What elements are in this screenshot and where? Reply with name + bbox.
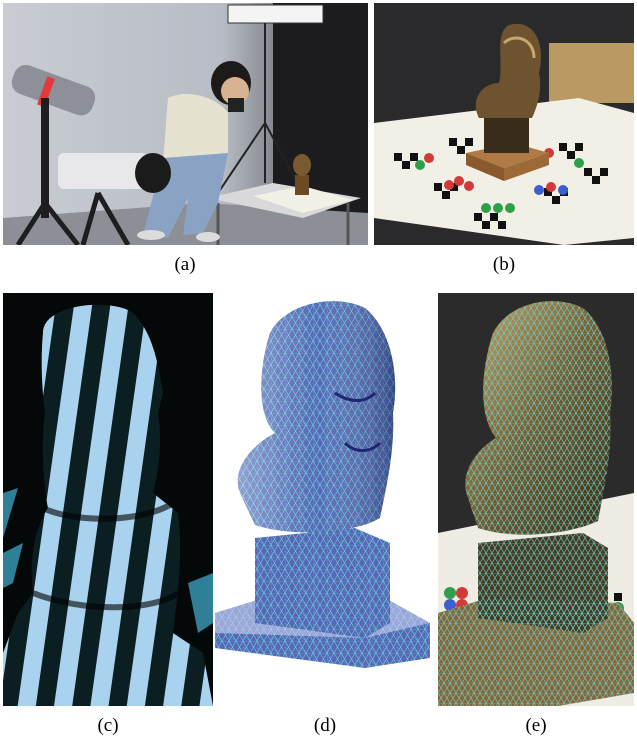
- panel-label-a: (a): [174, 254, 196, 275]
- panel-b-image: [374, 3, 634, 245]
- figure-panel-c: [3, 293, 213, 706]
- panel-e-image: [438, 293, 634, 706]
- scanner-body: [11, 64, 96, 116]
- mesh-overlay: [438, 301, 634, 706]
- panel-label-e: (e): [525, 715, 547, 736]
- panel-label-b: (b): [492, 254, 516, 275]
- panel-a-image: [3, 3, 368, 245]
- figure-panel-e: [438, 293, 634, 706]
- bronze-bust: [475, 23, 541, 118]
- panel-label-d: (d): [313, 715, 337, 736]
- projector-lens: [135, 153, 171, 193]
- panel-d-image: [215, 293, 437, 706]
- bust-pedestal: [484, 118, 529, 153]
- calibration-board: [253, 186, 353, 213]
- figure-panel-d: [215, 293, 437, 706]
- projector-unit: [58, 153, 148, 189]
- checker-markers: [394, 138, 608, 229]
- softbox-light: [227, 4, 324, 24]
- mesh-bust: [215, 301, 430, 668]
- person-shirt: [163, 93, 228, 163]
- handheld-camera: [228, 98, 244, 112]
- panel-label-c: (c): [97, 715, 119, 736]
- bust-small: [293, 154, 311, 176]
- bust-base-small: [295, 175, 309, 195]
- panel-c-image: [3, 293, 213, 706]
- figure-panel-b: [374, 3, 634, 245]
- figure-panel-a: [3, 3, 368, 245]
- stripe-pattern-floor: [3, 488, 213, 633]
- tripod-pole: [41, 98, 49, 218]
- background-box: [549, 43, 634, 103]
- mesh-pedestal: [255, 528, 390, 638]
